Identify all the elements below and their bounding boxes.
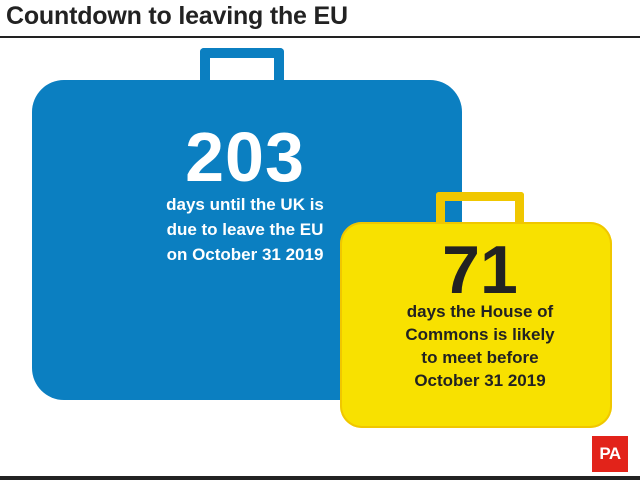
caption-line: to meet before (421, 348, 539, 367)
bottom-divider (0, 476, 640, 480)
page-title: Countdown to leaving the EU (6, 2, 348, 30)
caption-line: on October 31 2019 (166, 245, 324, 264)
caption-line: October 31 2019 (414, 371, 546, 390)
caption-line: days the House of (406, 302, 554, 321)
pa-logo: PA (592, 436, 628, 472)
commons-days-number: 71 (442, 232, 518, 308)
days-until-leave-number: 203 (185, 118, 305, 196)
caption-line: Commons is likely (405, 325, 555, 344)
blue-suitcase-handle (200, 48, 284, 102)
commons-days-caption: days the House of Commons is likely to m… (370, 300, 590, 392)
days-until-leave-caption: days until the UK is due to leave the EU… (130, 192, 360, 267)
yellow-suitcase-handle (436, 192, 524, 241)
caption-line: due to leave the EU (166, 220, 324, 239)
caption-line: days until the UK is (166, 195, 324, 214)
yellow-suitcase (340, 222, 612, 428)
title-divider (0, 36, 640, 38)
